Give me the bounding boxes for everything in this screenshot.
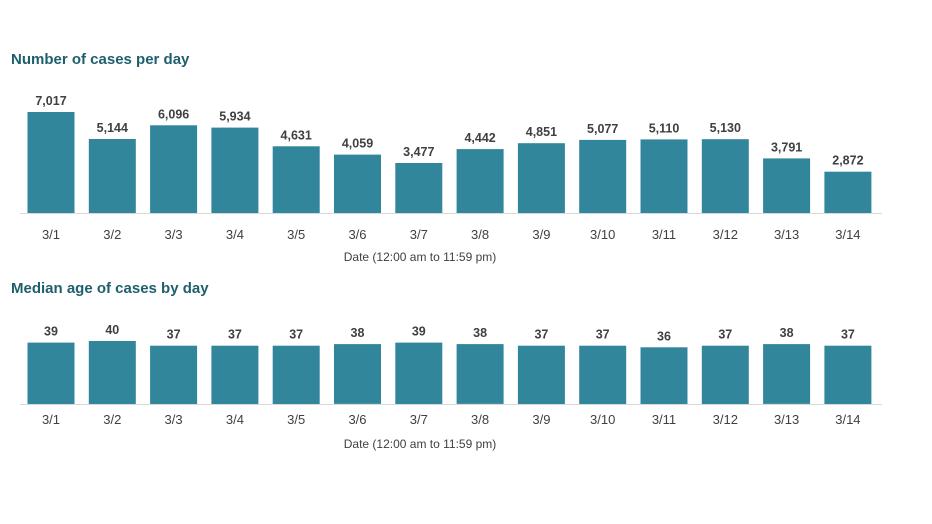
x-tick-label: 3/3 bbox=[165, 227, 183, 242]
bar bbox=[334, 154, 381, 213]
data-label: 37 bbox=[228, 328, 242, 342]
x-tick-label: 3/12 bbox=[713, 412, 738, 427]
bar bbox=[701, 345, 749, 404]
data-label: 37 bbox=[289, 328, 303, 342]
data-label: 4,059 bbox=[342, 137, 373, 151]
data-label: 37 bbox=[167, 328, 181, 342]
data-label: 39 bbox=[44, 325, 58, 339]
data-label: 40 bbox=[105, 323, 119, 337]
bar bbox=[640, 139, 688, 213]
x-tick-label: 3/13 bbox=[774, 227, 799, 242]
data-label: 5,934 bbox=[219, 110, 250, 124]
bar bbox=[640, 347, 688, 404]
x-tick-label: 3/10 bbox=[590, 227, 615, 242]
data-label: 5,110 bbox=[649, 121, 680, 135]
bar bbox=[27, 342, 75, 404]
x-axis-title: Date (12:00 am to 11:59 pm) bbox=[344, 250, 497, 264]
bar bbox=[150, 125, 198, 213]
bar bbox=[517, 345, 565, 404]
x-tick-label: 3/9 bbox=[532, 227, 550, 242]
bar bbox=[579, 139, 627, 213]
bar bbox=[211, 345, 259, 404]
bar bbox=[517, 143, 565, 213]
data-label: 39 bbox=[412, 325, 426, 339]
bar bbox=[272, 345, 320, 404]
data-label: 38 bbox=[780, 326, 794, 340]
bar bbox=[27, 112, 75, 213]
x-tick-label: 3/14 bbox=[835, 412, 860, 427]
x-tick-label: 3/14 bbox=[835, 227, 860, 242]
bar bbox=[150, 345, 198, 404]
x-tick-label: 3/6 bbox=[348, 227, 366, 242]
x-tick-label: 3/5 bbox=[287, 412, 305, 427]
bar bbox=[395, 342, 443, 404]
data-label: 4,442 bbox=[464, 131, 495, 145]
data-label: 6,096 bbox=[158, 107, 189, 121]
x-axis-title: Date (12:00 am to 11:59 pm) bbox=[344, 437, 497, 451]
data-label: 37 bbox=[841, 328, 855, 342]
bar bbox=[456, 149, 504, 213]
x-tick-label: 3/5 bbox=[287, 227, 305, 242]
data-label: 4,851 bbox=[526, 125, 557, 139]
data-label: 7,017 bbox=[35, 94, 66, 108]
x-tick-label: 3/3 bbox=[165, 412, 183, 427]
data-label: 3,791 bbox=[771, 140, 802, 154]
bar bbox=[211, 127, 259, 213]
x-tick-label: 3/7 bbox=[410, 227, 428, 242]
x-tick-label: 3/8 bbox=[471, 412, 489, 427]
chart-title: Median age of cases by day bbox=[11, 280, 209, 297]
data-label: 37 bbox=[596, 328, 610, 342]
x-tick-label: 3/1 bbox=[42, 412, 60, 427]
chart-title: Number of cases per day bbox=[11, 51, 190, 68]
bar bbox=[334, 344, 381, 404]
data-label: 36 bbox=[657, 329, 671, 343]
bar bbox=[395, 163, 443, 213]
bar bbox=[701, 139, 749, 213]
data-label: 38 bbox=[351, 326, 365, 340]
bar bbox=[763, 158, 811, 213]
x-tick-label: 3/11 bbox=[652, 227, 676, 242]
bar bbox=[763, 344, 811, 404]
x-tick-label: 3/1 bbox=[42, 227, 60, 242]
data-label: 3,477 bbox=[403, 145, 434, 159]
x-tick-label: 3/12 bbox=[713, 227, 738, 242]
bar bbox=[824, 171, 872, 213]
bar bbox=[579, 345, 627, 404]
x-tick-label: 3/2 bbox=[103, 412, 121, 427]
x-tick-label: 3/13 bbox=[774, 412, 799, 427]
bar bbox=[88, 139, 136, 213]
bar bbox=[456, 344, 504, 404]
x-tick-label: 3/9 bbox=[532, 412, 550, 427]
data-label: 37 bbox=[534, 328, 548, 342]
bar bbox=[272, 146, 320, 213]
data-label: 38 bbox=[473, 326, 487, 340]
data-label: 4,631 bbox=[281, 128, 312, 142]
data-label: 37 bbox=[718, 328, 732, 342]
cases-per-day-plot: 7,017 3/1 5,144 3/2 6,096 3/3 5,934 3/4 4,631 3/5… bbox=[20, 94, 882, 264]
data-label: 5,077 bbox=[587, 122, 618, 136]
x-tick-label: 3/8 bbox=[471, 227, 489, 242]
x-tick-label: 3/11 bbox=[652, 412, 676, 427]
x-tick-label: 3/2 bbox=[103, 227, 121, 242]
x-tick-label: 3/4 bbox=[226, 227, 244, 242]
x-tick-label: 3/4 bbox=[226, 412, 244, 427]
data-label: 5,144 bbox=[97, 121, 128, 135]
x-tick-label: 3/7 bbox=[410, 412, 428, 427]
data-label: 2,872 bbox=[832, 154, 863, 168]
data-label: 5,130 bbox=[710, 121, 741, 135]
bar bbox=[88, 341, 136, 404]
x-tick-label: 3/10 bbox=[590, 412, 615, 427]
x-tick-label: 3/6 bbox=[348, 412, 366, 427]
bar bbox=[824, 345, 872, 404]
